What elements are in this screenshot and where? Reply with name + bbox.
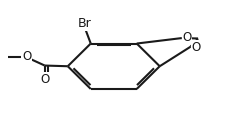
Text: O: O (22, 50, 31, 63)
Text: O: O (182, 31, 192, 44)
Text: O: O (191, 41, 200, 54)
Text: O: O (41, 73, 50, 86)
Text: Br: Br (78, 18, 91, 30)
